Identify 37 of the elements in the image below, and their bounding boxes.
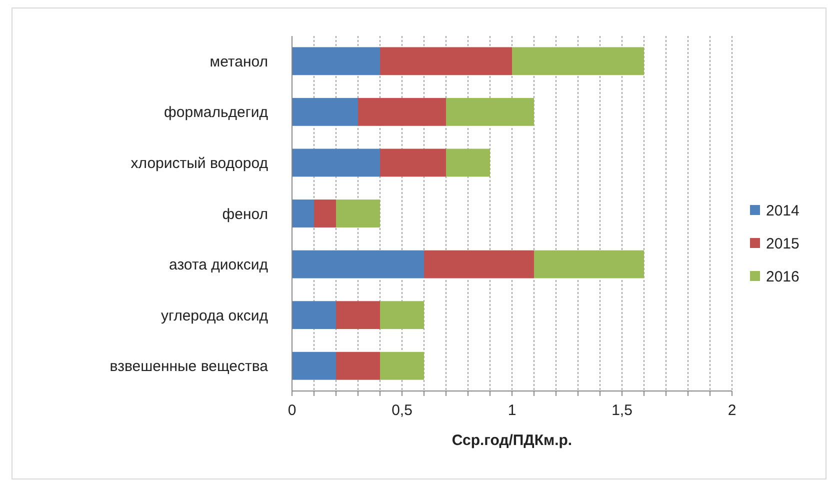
bar bbox=[292, 250, 424, 278]
y-tick-label: хлористый водород bbox=[130, 154, 268, 172]
x-tick-label: 0,5 bbox=[392, 402, 412, 419]
y-tick-label: метанол bbox=[210, 53, 268, 70]
y-tick-label: формальдегид bbox=[164, 104, 268, 122]
x-axis-title: Сср.год/ПДКм.р. bbox=[452, 432, 572, 449]
legend-label: 2014 bbox=[766, 202, 800, 220]
x-tick-label: 0 bbox=[288, 402, 296, 419]
x-tick-label: 1,5 bbox=[612, 402, 632, 419]
bar bbox=[534, 250, 644, 278]
bar bbox=[446, 148, 490, 177]
bar bbox=[292, 98, 358, 126]
bar bbox=[336, 200, 380, 228]
bar bbox=[446, 98, 534, 126]
y-tick-label: взвешенные вещества bbox=[110, 358, 269, 376]
bar bbox=[380, 352, 424, 380]
bar bbox=[292, 200, 314, 228]
bar bbox=[380, 47, 512, 76]
bar bbox=[314, 200, 336, 228]
bar bbox=[512, 47, 644, 76]
bar bbox=[292, 148, 380, 177]
x-tick-label: 1 bbox=[508, 402, 516, 419]
x-tick-label: 2 bbox=[728, 402, 736, 419]
legend-label: 2016 bbox=[766, 268, 800, 286]
legend-label: 2015 bbox=[766, 235, 800, 252]
y-tick-label: фенол bbox=[222, 206, 268, 223]
bar bbox=[292, 301, 336, 330]
bar bbox=[424, 250, 534, 278]
bar bbox=[380, 301, 424, 330]
bar bbox=[380, 148, 446, 177]
y-tick-label: азота диоксид bbox=[169, 256, 268, 274]
bar bbox=[336, 352, 380, 380]
bar bbox=[292, 352, 336, 380]
y-tick-label: углерода оксид bbox=[160, 307, 268, 324]
bar bbox=[336, 301, 380, 330]
bar bbox=[358, 98, 446, 126]
bar bbox=[292, 47, 380, 76]
